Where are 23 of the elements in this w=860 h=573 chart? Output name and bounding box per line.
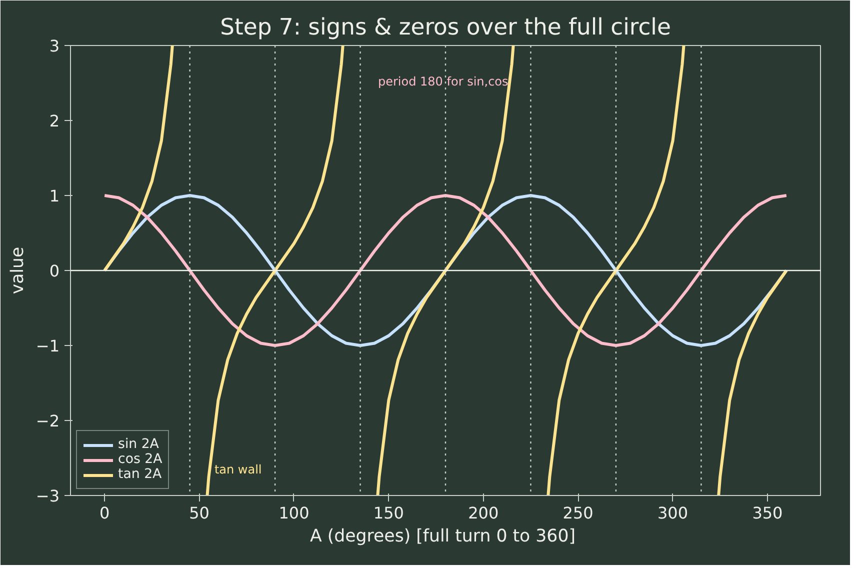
y-tick-label: 0 — [49, 262, 60, 280]
legend-label: tan 2A — [118, 467, 162, 482]
annotation: period 180 for sin,cos — [378, 74, 508, 88]
x-tick-label: 50 — [189, 504, 210, 522]
x-tick-label: 100 — [278, 504, 310, 522]
legend-label: cos 2A — [118, 452, 162, 467]
y-tick-label: −2 — [36, 412, 60, 430]
x-tick-label: 0 — [100, 504, 110, 522]
x-tick-label: 300 — [658, 504, 688, 522]
x-tick-label: 200 — [468, 504, 499, 522]
chart-title: Step 7: signs & zeros over the full circle — [220, 14, 671, 40]
x-axis-title: A (degrees) [full turn 0 to 360] — [310, 526, 576, 546]
y-tick-label: −3 — [36, 486, 60, 506]
y-tick-label: 3 — [49, 36, 60, 56]
y-tick-label: −1 — [36, 336, 60, 356]
x-tick-label: 350 — [752, 504, 783, 522]
x-tick-label: 150 — [373, 504, 404, 522]
y-tick-label: 2 — [49, 112, 60, 130]
legend-label: sin 2A — [118, 437, 159, 452]
annotation: tan wall — [214, 462, 262, 476]
x-tick-label: 250 — [562, 504, 594, 522]
y-axis-title: value — [8, 246, 28, 294]
y-tick-label: 1 — [49, 186, 60, 206]
